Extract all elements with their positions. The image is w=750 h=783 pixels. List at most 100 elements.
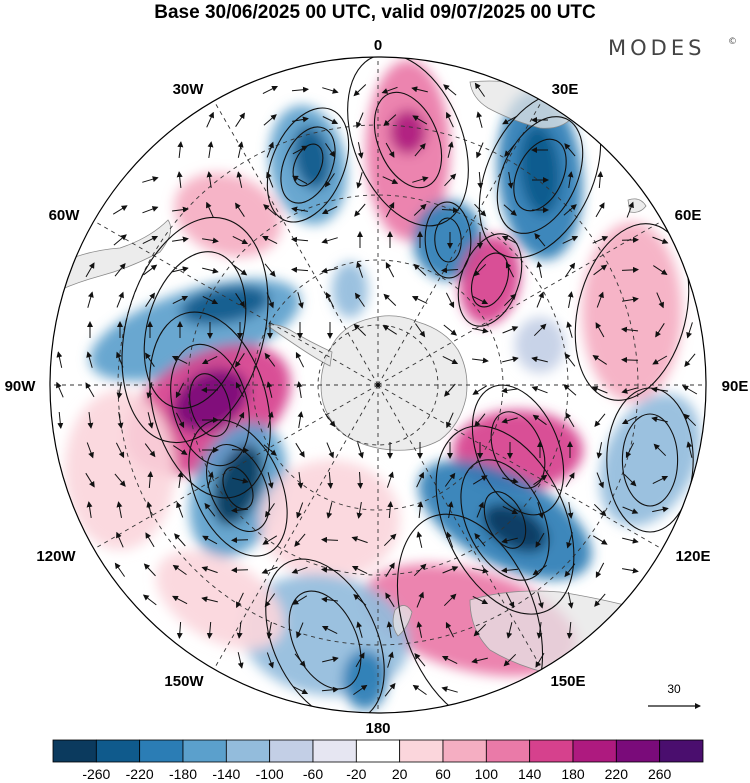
- wind-vector: [327, 471, 334, 489]
- anomaly-positive-far-west: [65, 390, 175, 550]
- wind-vector: [202, 535, 218, 545]
- wind-vector: [411, 86, 428, 93]
- wind-vector: [146, 382, 153, 399]
- wind-vector: [477, 171, 484, 189]
- contour-line: [574, 223, 690, 401]
- brand-mark: ©: [728, 37, 737, 47]
- anomaly-positive-inner-south: [260, 460, 400, 580]
- wind-vector: [653, 265, 668, 275]
- wind-vector: [682, 385, 698, 395]
- wind-vector: [531, 386, 548, 394]
- wind-vector: [263, 204, 277, 216]
- wind-vector: [321, 267, 338, 274]
- wind-vector: [322, 87, 339, 94]
- wind-vector: [531, 356, 548, 363]
- wind-vector: [387, 651, 394, 668]
- wind-vector: [414, 143, 426, 157]
- wind-vector: [626, 201, 634, 218]
- wind-vector: [142, 206, 159, 214]
- antarctica-land: [320, 315, 468, 451]
- anomaly-field: [65, 60, 701, 710]
- wind-vector: [443, 593, 457, 607]
- wind-vector: [385, 592, 395, 608]
- wind-vector: [416, 591, 424, 608]
- contour-line: [460, 459, 550, 581]
- wind-vector: [596, 442, 603, 459]
- lon-label-150e: 150E: [550, 673, 585, 690]
- wind-vector: [143, 264, 158, 276]
- wind-vector: [171, 355, 188, 365]
- wind-vector: [56, 351, 63, 368]
- wind-vector: [143, 563, 156, 577]
- colorbar: -260 -220 -180 -140 -100 -60 -20 20 60 100 140 180 2…: [52, 739, 704, 782]
- contour-lines: [121, 57, 694, 713]
- wind-vector: [176, 621, 183, 639]
- anomaly-negative-pole-near: [332, 262, 368, 318]
- wind-vector: [683, 413, 697, 427]
- wind-vector: [86, 501, 93, 518]
- wind-vector: [622, 506, 639, 514]
- colorbar-swatch: [225, 739, 271, 763]
- wind-vector: [356, 112, 364, 129]
- wind-vector: [537, 502, 544, 519]
- wind-vector: [114, 562, 126, 577]
- wind-vector: [322, 656, 339, 663]
- wind-vector: [321, 237, 338, 244]
- wind-vector: [413, 563, 427, 577]
- colorbar-swatch: [659, 739, 704, 763]
- modes-logo: MODES ©: [608, 36, 737, 60]
- wind-vector: [172, 266, 189, 273]
- wind-vector: [474, 413, 486, 428]
- wind-vector: [567, 592, 574, 609]
- wind-vector: [476, 142, 484, 159]
- polar-disc: [50, 57, 706, 713]
- wind-vector: [233, 264, 248, 276]
- wind-vector: [381, 86, 398, 94]
- wind-vector: [476, 501, 484, 518]
- colorbar-label: -180: [169, 766, 197, 782]
- wind-vector: [112, 205, 128, 215]
- brand-text: MODES: [608, 36, 705, 60]
- wind-vector: [232, 477, 249, 484]
- lon-label-150w: 150W: [164, 673, 204, 690]
- wind-vector: [297, 472, 304, 489]
- wind-vector: [261, 566, 278, 574]
- wind-vector: [292, 145, 308, 155]
- parallel-circle: [117, 124, 639, 646]
- contour-line: [434, 217, 462, 263]
- wind-vector: [266, 292, 274, 309]
- wind-vector: [501, 235, 518, 245]
- contour-line: [288, 590, 362, 690]
- wind-vector: [564, 563, 576, 578]
- wind-vector: [502, 477, 519, 484]
- contour-line: [347, 57, 469, 227]
- wind-vector: [235, 293, 245, 308]
- wind-vector: [412, 115, 428, 125]
- wind-vector: [232, 235, 249, 245]
- contour-line: [222, 466, 254, 510]
- wind-vector: [116, 351, 124, 368]
- wind-vector: [536, 622, 543, 639]
- colorbar-swatch: [139, 739, 184, 763]
- wind-vector: [236, 171, 243, 188]
- wind-vector: [291, 236, 309, 243]
- wind-vector: [563, 204, 577, 216]
- wind-vector: [385, 262, 395, 278]
- wind-vector: [622, 537, 639, 544]
- wind-vector: [294, 533, 306, 547]
- wind-vector: [441, 267, 459, 274]
- wind-vector: [206, 171, 213, 188]
- anomaly-negative-inner-east: [515, 317, 565, 373]
- wind-vector: [382, 176, 399, 184]
- wind-vector: [114, 473, 126, 487]
- wind-vector: [295, 351, 305, 368]
- wind-vectors: [56, 82, 698, 697]
- wind-vector: [442, 566, 459, 574]
- wind-vector: [472, 357, 489, 364]
- wind-vector: [387, 501, 394, 519]
- wind-vector: [447, 501, 454, 518]
- wind-vector: [146, 501, 153, 518]
- wind-vector: [294, 653, 306, 667]
- lon-label-90w: 90W: [5, 378, 37, 395]
- wind-vector: [173, 445, 188, 455]
